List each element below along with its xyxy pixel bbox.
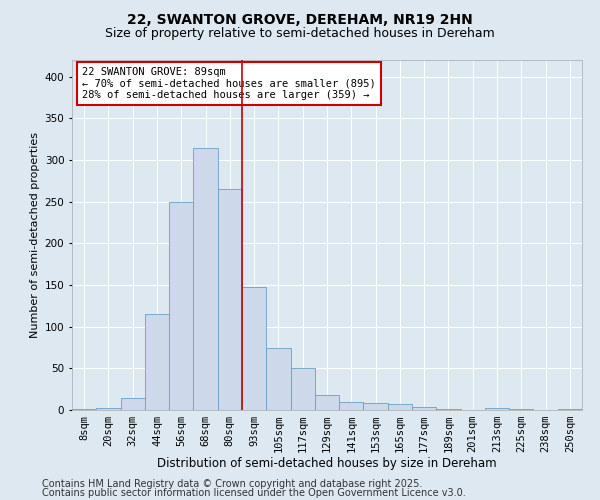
Bar (145, 314, 169, 410)
Bar (388, 404, 412, 410)
Bar (315, 395, 339, 410)
Text: Contains public sector information licensed under the Open Government Licence v3: Contains public sector information licen… (42, 488, 466, 498)
Bar (72, 409, 96, 410)
Bar (509, 409, 533, 410)
Bar (169, 202, 193, 410)
Text: Size of property relative to semi-detached houses in Dereham: Size of property relative to semi-detach… (105, 28, 495, 40)
Bar (485, 408, 509, 410)
Bar (121, 398, 145, 410)
Bar (290, 368, 315, 410)
X-axis label: Distribution of semi-detached houses by size in Dereham: Distribution of semi-detached houses by … (157, 456, 497, 469)
Bar (436, 409, 461, 410)
Y-axis label: Number of semi-detached properties: Number of semi-detached properties (31, 132, 40, 338)
Bar (412, 406, 436, 410)
Bar (339, 402, 364, 410)
Text: Contains HM Land Registry data © Crown copyright and database right 2025.: Contains HM Land Registry data © Crown c… (42, 479, 422, 489)
Bar (96, 408, 121, 410)
Text: 22, SWANTON GROVE, DEREHAM, NR19 2HN: 22, SWANTON GROVE, DEREHAM, NR19 2HN (127, 12, 473, 26)
Bar (364, 404, 388, 410)
Bar (193, 148, 218, 410)
Bar (218, 189, 242, 410)
Bar (242, 286, 266, 410)
Bar (266, 348, 290, 410)
Text: 22 SWANTON GROVE: 89sqm
← 70% of semi-detached houses are smaller (895)
28% of s: 22 SWANTON GROVE: 89sqm ← 70% of semi-de… (82, 67, 376, 100)
Bar (558, 409, 582, 410)
